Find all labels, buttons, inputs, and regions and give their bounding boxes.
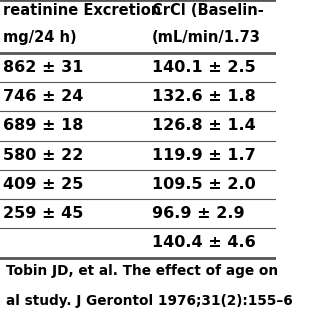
Text: (mL/min/1.73: (mL/min/1.73: [152, 30, 261, 44]
Text: 689 ± 18: 689 ± 18: [3, 118, 83, 133]
Text: 96.9 ± 2.9: 96.9 ± 2.9: [152, 206, 244, 221]
Text: 140.4 ± 4.6: 140.4 ± 4.6: [152, 236, 256, 251]
Text: mg/24 h): mg/24 h): [3, 30, 76, 44]
Text: CrCl (Baselin-: CrCl (Baselin-: [152, 3, 264, 18]
Text: Tobin JD, et al. The effect of age on: Tobin JD, et al. The effect of age on: [5, 264, 278, 278]
Text: 746 ± 24: 746 ± 24: [3, 89, 83, 104]
Text: al study. J Gerontol 1976;31(2):155–6: al study. J Gerontol 1976;31(2):155–6: [5, 294, 292, 308]
Text: 259 ± 45: 259 ± 45: [3, 206, 83, 221]
Text: 132.6 ± 1.8: 132.6 ± 1.8: [152, 89, 256, 104]
Text: 119.9 ± 1.7: 119.9 ± 1.7: [152, 148, 256, 163]
Text: 126.8 ± 1.4: 126.8 ± 1.4: [152, 118, 256, 133]
Text: 109.5 ± 2.0: 109.5 ± 2.0: [152, 177, 256, 192]
Text: reatinine Excretion: reatinine Excretion: [3, 3, 161, 18]
Text: 140.1 ± 2.5: 140.1 ± 2.5: [152, 60, 256, 75]
Text: 409 ± 25: 409 ± 25: [3, 177, 83, 192]
Text: 862 ± 31: 862 ± 31: [3, 60, 83, 75]
Text: 580 ± 22: 580 ± 22: [3, 148, 83, 163]
